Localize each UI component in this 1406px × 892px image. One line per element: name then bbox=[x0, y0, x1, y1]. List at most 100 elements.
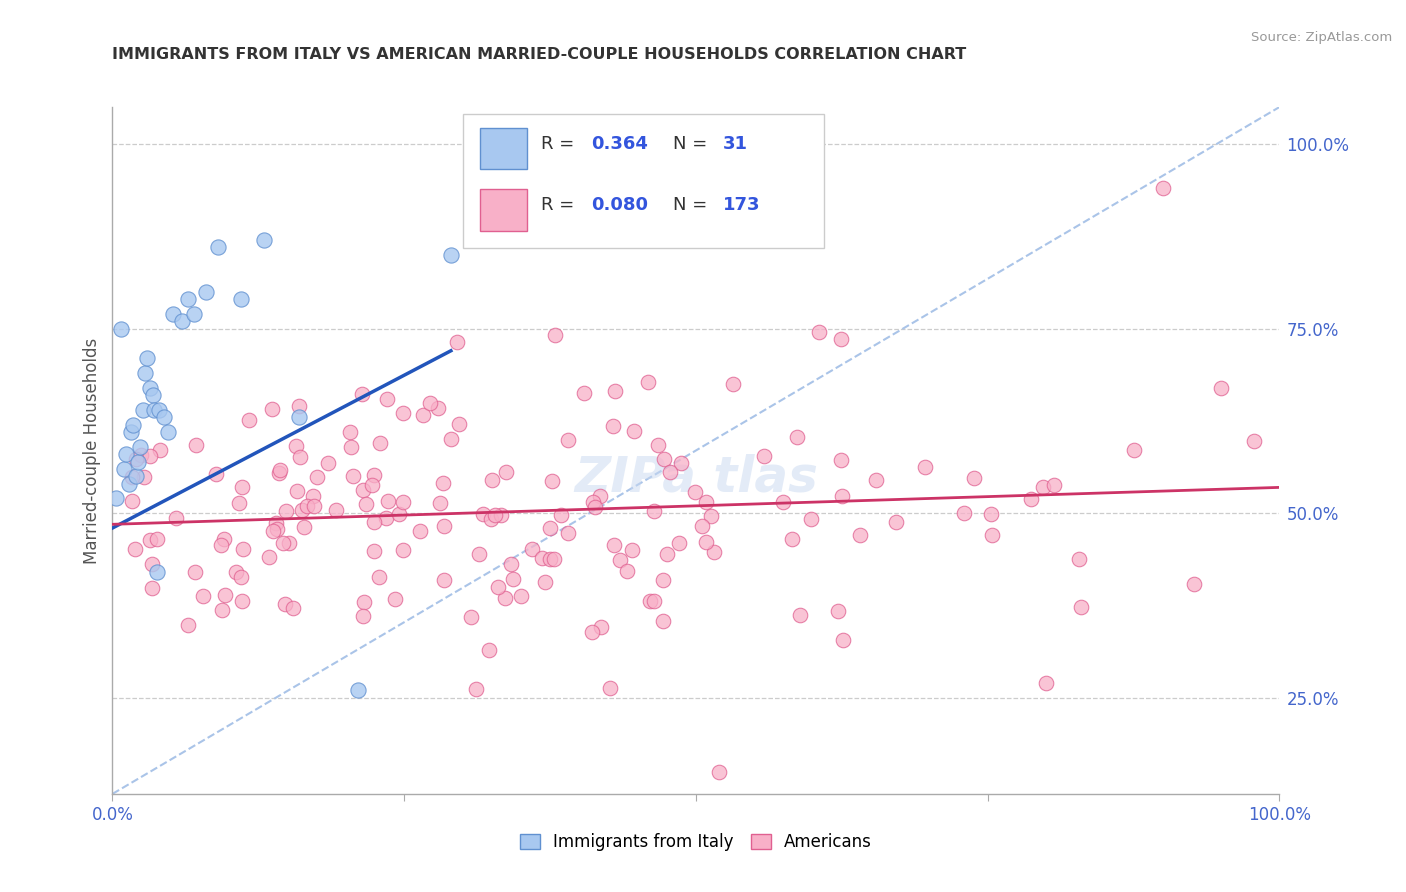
Point bbox=[652, 574, 675, 588]
Point bbox=[589, 489, 612, 503]
Point bbox=[754, 449, 776, 463]
Point bbox=[572, 385, 595, 400]
Point bbox=[288, 450, 311, 464]
Point bbox=[146, 532, 169, 546]
Point bbox=[616, 564, 638, 578]
Point bbox=[1035, 676, 1057, 690]
Point bbox=[377, 493, 399, 508]
Point bbox=[384, 591, 406, 606]
Point bbox=[141, 581, 163, 595]
Point bbox=[136, 351, 159, 366]
Point bbox=[472, 507, 495, 521]
Point bbox=[1067, 551, 1090, 566]
FancyBboxPatch shape bbox=[463, 114, 824, 248]
Point bbox=[543, 551, 565, 566]
Point bbox=[209, 538, 232, 552]
Point bbox=[426, 401, 449, 416]
Point bbox=[700, 508, 723, 523]
Point bbox=[1032, 480, 1054, 494]
Point bbox=[139, 533, 162, 547]
Point bbox=[807, 325, 830, 339]
Point bbox=[127, 454, 149, 468]
Point bbox=[342, 469, 364, 483]
Point bbox=[543, 328, 565, 343]
Point bbox=[643, 593, 665, 607]
Point bbox=[491, 508, 513, 522]
Point bbox=[432, 475, 454, 490]
Point bbox=[238, 413, 260, 427]
Point bbox=[953, 506, 976, 520]
Point bbox=[375, 511, 398, 525]
Point bbox=[274, 504, 297, 518]
Point bbox=[432, 519, 454, 533]
Point bbox=[440, 248, 463, 262]
Point bbox=[589, 620, 612, 634]
Point bbox=[800, 511, 823, 525]
Point bbox=[121, 493, 143, 508]
Point bbox=[125, 469, 148, 483]
Point bbox=[139, 381, 162, 395]
Point bbox=[271, 536, 294, 550]
Point bbox=[602, 418, 624, 433]
Y-axis label: Married-couple Households: Married-couple Households bbox=[83, 337, 101, 564]
Point bbox=[134, 366, 156, 380]
Legend: Immigrants from Italy, Americans: Immigrants from Italy, Americans bbox=[513, 826, 879, 858]
Point bbox=[288, 399, 311, 413]
Point bbox=[352, 386, 374, 401]
Point bbox=[419, 396, 441, 410]
Point bbox=[655, 547, 678, 561]
Point bbox=[652, 451, 675, 466]
Point bbox=[184, 437, 207, 451]
Point bbox=[884, 515, 907, 529]
Point bbox=[1152, 181, 1174, 195]
Point bbox=[538, 551, 561, 566]
Point bbox=[409, 524, 432, 538]
Point bbox=[205, 467, 228, 481]
Point bbox=[412, 408, 434, 422]
Point bbox=[363, 468, 385, 483]
Point bbox=[363, 544, 385, 558]
Point bbox=[142, 388, 165, 402]
Point bbox=[980, 527, 1002, 541]
Point bbox=[827, 604, 849, 618]
Point bbox=[292, 519, 315, 533]
Point bbox=[478, 643, 501, 657]
Point bbox=[153, 410, 176, 425]
Point bbox=[325, 503, 347, 517]
Point bbox=[460, 610, 482, 624]
Text: 31: 31 bbox=[723, 135, 748, 153]
Point bbox=[118, 476, 141, 491]
Point bbox=[963, 471, 986, 485]
Point bbox=[162, 307, 184, 321]
Text: 173: 173 bbox=[723, 196, 761, 214]
Point bbox=[269, 466, 291, 480]
Point bbox=[980, 507, 1002, 521]
Point bbox=[281, 601, 304, 615]
Point bbox=[266, 522, 288, 536]
Point bbox=[603, 537, 626, 551]
Point bbox=[149, 443, 172, 458]
Point bbox=[172, 314, 194, 328]
Point bbox=[643, 504, 665, 518]
Point bbox=[346, 683, 368, 698]
Point bbox=[231, 480, 253, 494]
Point bbox=[339, 440, 361, 454]
Point bbox=[685, 484, 707, 499]
Point bbox=[284, 439, 307, 453]
Point bbox=[124, 541, 146, 556]
Point bbox=[259, 549, 281, 564]
Point bbox=[225, 565, 247, 579]
Point bbox=[288, 410, 311, 425]
Point bbox=[541, 474, 564, 488]
FancyBboxPatch shape bbox=[479, 128, 527, 169]
Point bbox=[772, 495, 794, 509]
Point bbox=[260, 401, 283, 416]
Point bbox=[849, 527, 872, 541]
Point bbox=[157, 425, 180, 439]
Point bbox=[354, 497, 377, 511]
Point bbox=[125, 451, 148, 466]
Point bbox=[231, 594, 253, 608]
Point bbox=[1243, 434, 1265, 448]
Text: N =: N = bbox=[672, 135, 713, 153]
Point bbox=[499, 558, 522, 572]
